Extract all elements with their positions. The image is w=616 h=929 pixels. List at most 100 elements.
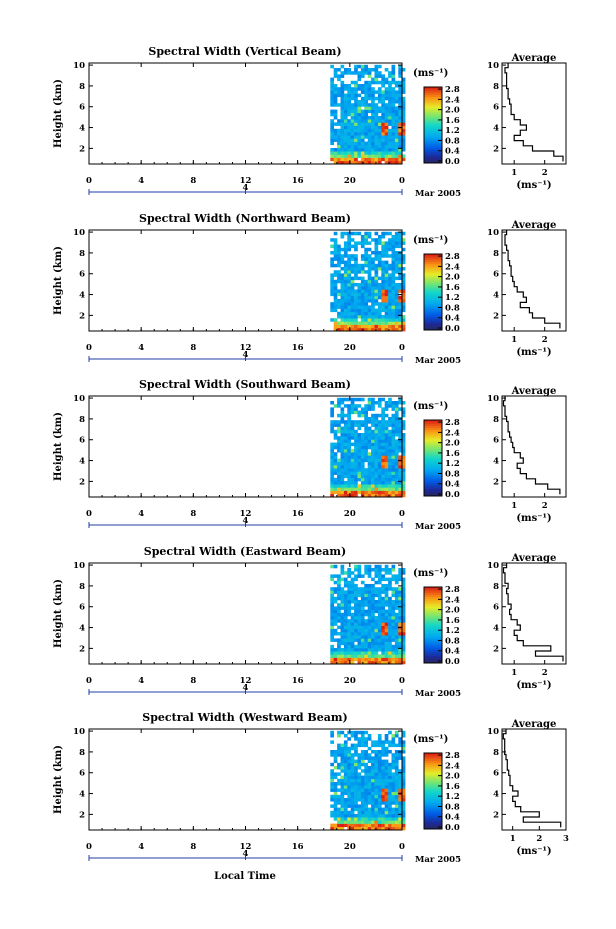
heatmap-cell — [377, 106, 382, 110]
heatmap-cell — [367, 260, 372, 265]
heatmap-cell — [364, 641, 368, 646]
heatmap-cell — [337, 436, 341, 440]
heatmap-cell — [394, 574, 399, 578]
heatmap-cell — [333, 481, 338, 485]
heatmap-cell — [381, 283, 385, 287]
colorbar-swatch — [424, 766, 442, 769]
heatmap-cell — [357, 125, 362, 130]
heatmap-cell — [340, 571, 345, 575]
heatmap-cell — [364, 122, 368, 126]
heatmap-cell — [354, 590, 358, 594]
heatmap-cell — [398, 241, 402, 245]
heatmap-cell — [377, 157, 382, 162]
heatmap-cell — [367, 625, 372, 630]
heatmap-cell — [401, 769, 406, 773]
heatmap-cell — [371, 160, 375, 165]
heatmap-cell — [384, 461, 389, 466]
heatmap-cell — [398, 778, 402, 783]
colorbar-swatch — [424, 760, 442, 763]
heatmap-cell — [364, 109, 368, 114]
colorbar-swatch — [424, 461, 442, 465]
heatmap-cell — [388, 305, 392, 309]
heatmap-cell — [350, 151, 355, 155]
heatmap-cell — [330, 471, 334, 475]
heatmap-cell — [347, 814, 351, 818]
heatmap-cell — [381, 477, 385, 482]
heatmap-cell — [347, 132, 351, 136]
heatmap-cell — [354, 651, 358, 655]
heatmap-cell — [401, 96, 406, 101]
heatmap-cell — [391, 426, 396, 431]
heatmap-cell — [398, 616, 402, 620]
heatmap-cell — [394, 644, 399, 649]
heatmap-cell — [364, 622, 368, 626]
heatmap-cell — [384, 628, 389, 633]
colorbar-swatch — [424, 309, 442, 312]
colorbar-tick-label: 2.0 — [445, 106, 460, 116]
heatmap-cell — [381, 648, 385, 652]
heatmap-cell — [371, 568, 375, 572]
heatmap-cell — [357, 635, 362, 639]
heatmap-cell — [347, 439, 351, 443]
heatmap-cell — [381, 96, 385, 101]
heatmap-cell — [333, 128, 338, 133]
heatmap-cell — [340, 564, 345, 569]
heatmap-cell — [374, 71, 379, 75]
heatmap-cell — [343, 785, 348, 789]
heatmap-cell — [377, 632, 382, 636]
heatmap-cell — [398, 619, 402, 623]
heatmap-cell — [340, 814, 345, 818]
heatmap-cell — [388, 308, 392, 313]
heatmap-cell — [330, 84, 334, 88]
heatmap-cell — [374, 468, 379, 472]
heatmap-cell — [377, 315, 382, 319]
heatmap-cell — [388, 616, 392, 620]
heatmap-cell — [394, 420, 399, 424]
heatmap-cell — [394, 135, 399, 139]
heatmap-cell — [357, 625, 362, 630]
heatmap-cell — [377, 750, 382, 754]
heatmap-cell — [360, 788, 365, 792]
heatmap-cell — [398, 109, 402, 114]
heatmap-cell — [377, 283, 382, 287]
heatmap-cell — [337, 324, 341, 329]
heatmap-cell — [391, 238, 396, 242]
heatmap-cell — [394, 439, 399, 443]
heatmap-cell — [394, 315, 399, 319]
heatmap-cell — [384, 299, 389, 303]
heatmap-cell — [340, 568, 345, 572]
heatmap-cell — [360, 283, 365, 287]
heatmap-cell — [388, 465, 392, 469]
heatmap-cell — [374, 587, 379, 591]
heatmap-cell — [374, 135, 379, 139]
heatmap-cell — [337, 753, 341, 757]
heatmap-cell — [384, 622, 389, 626]
heatmap-cell — [364, 423, 368, 427]
heatmap-cell — [381, 116, 385, 120]
heatmap-cell — [360, 90, 365, 94]
x-tick-label: 4 — [138, 343, 144, 353]
heatmap-cell — [337, 160, 341, 165]
heatmap-cell — [394, 132, 399, 136]
heatmap-cell — [371, 612, 375, 617]
heatmap-cell — [354, 442, 358, 447]
heatmap-cell — [367, 283, 372, 287]
heatmap-cell — [364, 321, 368, 325]
heatmap-cell — [394, 590, 399, 594]
heatmap-cell — [330, 564, 334, 569]
heatmap-cell — [354, 820, 358, 824]
heatmap-cell — [374, 138, 379, 142]
colorbar-swatch — [424, 420, 442, 423]
heatmap-cell — [367, 737, 372, 741]
colorbar-swatch — [424, 647, 442, 651]
heatmap-cell — [350, 295, 355, 300]
heatmap-cell — [350, 660, 355, 665]
colorbar-swatch — [424, 779, 442, 782]
heatmap-cell — [333, 564, 338, 569]
heatmap-cell — [343, 775, 348, 780]
heatmap-cell — [347, 609, 351, 614]
heatmap-cell — [347, 820, 351, 824]
heatmap-cell — [367, 116, 372, 120]
heatmap-cell — [394, 593, 399, 598]
colorbar-tick-label: 0.0 — [445, 657, 460, 667]
